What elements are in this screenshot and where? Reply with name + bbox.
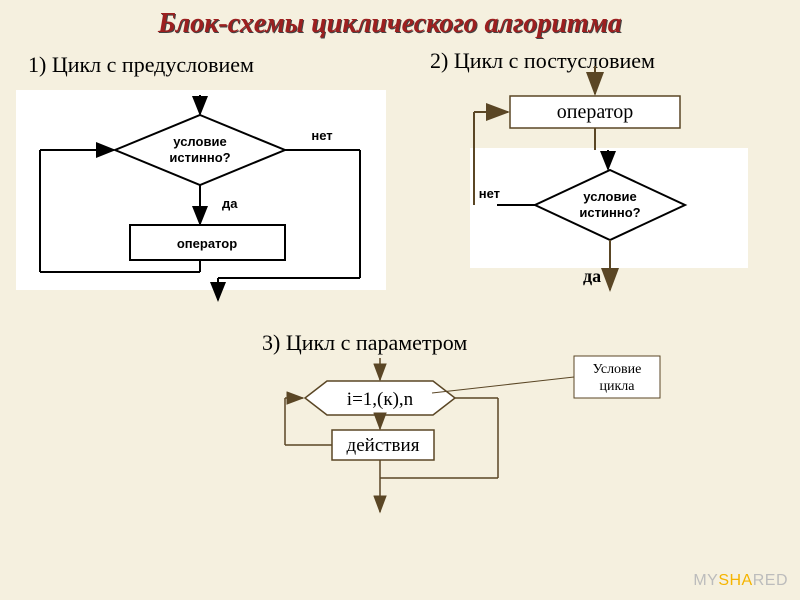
d3-hex-label: i=1,(к),n — [347, 389, 414, 410]
d3-note-l2: цикла — [600, 379, 636, 394]
diagram-3: i=1,(к),n действия Условие цикла — [0, 0, 800, 600]
watermark-prefix: MY — [693, 572, 718, 589]
watermark: MYSHARED — [693, 572, 788, 590]
d3-act-label: действия — [347, 435, 420, 456]
d3-note-l1: Условие — [593, 362, 642, 377]
watermark-suffix: RED — [753, 572, 788, 589]
watermark-mid: SHA — [718, 572, 752, 589]
